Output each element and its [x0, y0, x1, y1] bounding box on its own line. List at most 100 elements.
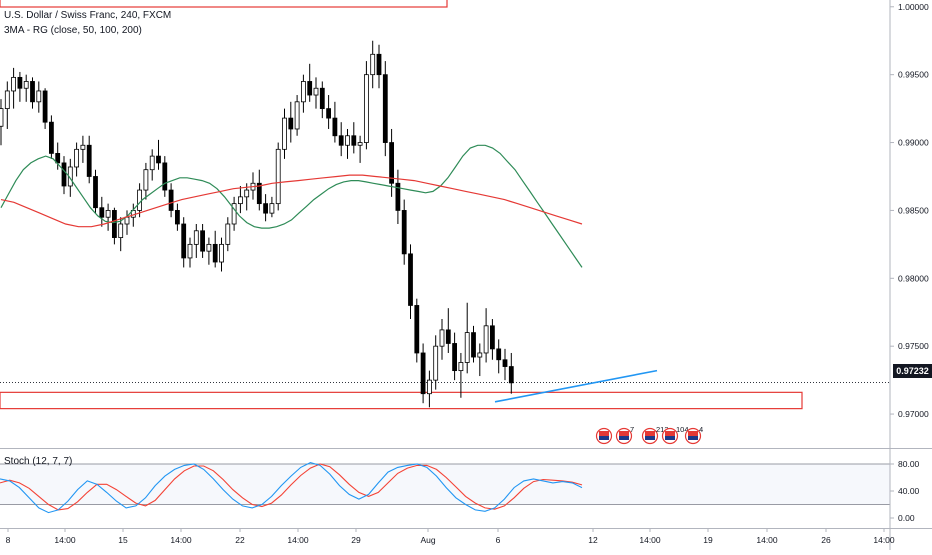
stoch-legend[interactable]: Stoch (12, 7, 7)	[4, 456, 73, 467]
candle	[464, 302, 470, 374]
time-tick-label: 14:00	[287, 535, 309, 545]
event-badge	[595, 427, 613, 445]
flag-stripe	[645, 436, 655, 440]
event-badge: 7	[615, 425, 634, 445]
candle	[382, 61, 388, 157]
candle	[149, 149, 155, 181]
candle	[17, 71, 23, 102]
candle-body-down	[55, 153, 61, 164]
time-tick-label: 8	[6, 535, 11, 545]
candle	[395, 169, 401, 224]
price-tick-label: 1.00000	[898, 2, 929, 12]
candle-body-down	[200, 230, 206, 252]
candle-body-up	[118, 223, 124, 238]
time-tick-label: 26	[821, 535, 831, 545]
candle-body-down	[156, 155, 161, 164]
candle	[351, 122, 357, 154]
ma-100-line	[0, 174, 583, 228]
event-badges-layer[interactable]: 7 213 104 4	[595, 425, 704, 445]
candle	[332, 101, 338, 143]
candle	[11, 67, 17, 109]
indicator-legend[interactable]: 3MA - RG (close, 50, 100, 200)	[4, 25, 142, 36]
flag-stripe	[619, 436, 629, 440]
candle-body-up	[149, 155, 155, 171]
candle	[156, 139, 161, 170]
candle	[212, 230, 218, 268]
event-badge: 4	[684, 425, 703, 445]
candle-body-up	[313, 87, 319, 96]
candle-body-up	[0, 108, 4, 127]
candle	[445, 308, 451, 353]
candle	[36, 81, 42, 113]
time-tick-label: Aug	[420, 535, 435, 545]
candle-body-down	[471, 332, 476, 358]
candle-body-up	[275, 148, 281, 205]
candle	[401, 199, 407, 265]
candle-body-down	[326, 108, 332, 119]
candle-body-up	[477, 352, 483, 358]
candle-body-up	[36, 90, 42, 103]
candle-body-down	[168, 189, 174, 211]
candle-body-up	[80, 144, 86, 150]
candle-body-down	[496, 348, 502, 361]
candle-body-down	[508, 366, 514, 384]
candle	[477, 343, 483, 377]
candle-body-up	[244, 189, 250, 198]
candle	[275, 142, 281, 211]
candle-body-down	[112, 210, 117, 238]
candle-body-down	[319, 87, 325, 110]
flag-stripe	[645, 431, 655, 436]
candle	[181, 217, 187, 268]
candle-body-up	[187, 243, 193, 259]
candle-body-down	[452, 343, 458, 372]
candle	[200, 224, 206, 258]
candle	[256, 169, 262, 211]
time-tick-label: 29	[351, 535, 361, 545]
ma-50-line	[0, 144, 583, 268]
candle-body-up	[23, 81, 29, 89]
candle	[269, 196, 275, 218]
candle	[426, 370, 432, 408]
time-tick-label: 14:00	[54, 535, 76, 545]
candle-body-down	[408, 253, 413, 306]
symbol-title[interactable]: U.S. Dollar / Swiss Franc, 240, FXCM	[4, 10, 172, 21]
candle	[49, 115, 54, 159]
candle	[508, 352, 514, 394]
price-tick-label: 0.98000	[898, 273, 929, 283]
candle-body-down	[420, 352, 426, 395]
support-zone-box	[0, 391, 803, 410]
trendline-layer[interactable]	[494, 369, 658, 403]
candle-body-down	[42, 90, 48, 123]
time-tick-label: 14:00	[873, 535, 895, 545]
candle	[206, 237, 212, 265]
time-tick-label: 22	[235, 535, 245, 545]
candle	[408, 244, 413, 320]
candle	[357, 135, 363, 163]
candle-body-down	[93, 176, 98, 209]
time-tick-label: 14:00	[639, 535, 661, 545]
zones-layer	[0, 0, 803, 410]
candle	[452, 332, 458, 381]
candle-body-down	[30, 81, 35, 103]
candle	[143, 162, 149, 200]
candle-body-up	[225, 223, 231, 245]
candle-body-down	[401, 210, 407, 255]
candle-body-up	[206, 243, 212, 252]
candle	[345, 128, 350, 159]
time-tick-label: 6	[496, 535, 501, 545]
time-tick-label: 14:00	[170, 535, 192, 545]
candle	[288, 101, 294, 143]
candle-body-up	[282, 117, 287, 150]
event-count: 104	[676, 425, 689, 434]
candle-body-down	[489, 325, 495, 350]
candle-body-up	[143, 169, 149, 191]
candle	[124, 210, 130, 235]
stoch-band	[0, 464, 890, 505]
candle-body-up	[464, 332, 470, 363]
candle	[99, 196, 105, 227]
price-tick-label: 0.99000	[898, 138, 929, 148]
candle-body-up	[231, 203, 237, 225]
